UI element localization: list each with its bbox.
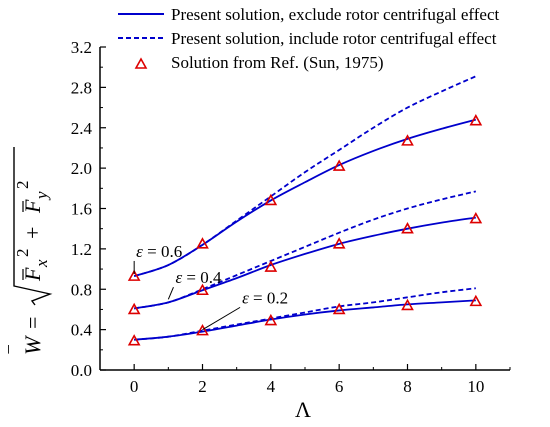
axes	[99, 47, 510, 371]
annotation-pointer	[167, 286, 174, 300]
data-point-eps_0.6	[469, 114, 483, 126]
legend-label-reference: Solution from Ref. (Sun, 1975)	[171, 53, 384, 72]
y-axis-title: W ‾ = F x 2 + F y 2	[6, 147, 53, 355]
data-point-eps_0.4	[469, 211, 483, 224]
y-tick-label: 0.8	[71, 280, 92, 299]
data-point-eps_0.2	[469, 294, 483, 307]
y-tick-label: 1.6	[71, 200, 92, 219]
y-axis-fx-exp: 2	[13, 249, 32, 258]
y-tick-label: 2.0	[71, 159, 92, 178]
y-tick-label: 2.4	[71, 119, 93, 138]
series-line-eps_0.6-dashed	[133, 75, 477, 277]
y-axis-fy-sub: y	[32, 191, 51, 201]
y-axis-fx-sub: x	[32, 259, 51, 268]
data-point-eps_0.2	[264, 313, 278, 326]
x-tick-label: 8	[403, 377, 412, 396]
y-tick-label: 0.0	[71, 361, 92, 380]
y-axis-w-symbol: W	[20, 335, 45, 355]
data-point-eps_0.2	[196, 323, 209, 336]
x-tick-label: 10	[467, 377, 484, 396]
y-axis-fy: F	[20, 199, 45, 214]
x-tick-label: 2	[198, 377, 207, 396]
y-axis-w-bar: ‾	[6, 345, 31, 354]
y-axis-fx: F	[20, 267, 45, 282]
x-tick-label: 4	[267, 377, 276, 396]
data-point-eps_0.2	[127, 334, 141, 346]
y-axis-fy-exp: 2	[13, 181, 32, 190]
annotations: ε = 0.6 ε = 0.4 ε = 0.2	[133, 242, 288, 331]
series-line-eps_0.4-dashed	[134, 190, 477, 310]
series-line-eps_0.4-solid	[134, 216, 476, 310]
data-point-eps_0.2	[401, 298, 414, 311]
data-point-eps_0.6	[127, 269, 141, 281]
legend: Present solution, exclude rotor centrifu…	[118, 5, 500, 72]
ticks: 0 2 4 6 8 10 0.0 0.4 0.8 1.2 1.6 2.0 2.4 2.8 3.2	[71, 38, 511, 396]
x-axis-label: Λ	[295, 397, 311, 422]
y-tick-label: 3.2	[71, 38, 92, 57]
x-tick-label: 0	[130, 377, 139, 396]
annotation-label: ε = 0.2	[242, 288, 288, 307]
plot-markers	[127, 114, 483, 346]
data-point-eps_0.4	[127, 302, 141, 315]
series-line-eps_0.2-dashed	[134, 287, 476, 341]
annotation-label: ε = 0.6	[136, 242, 182, 261]
data-point-eps_0.4	[401, 222, 414, 234]
y-axis-sqrt-sign	[13, 147, 53, 306]
data-point-eps_0.4	[332, 237, 346, 249]
data-point-eps_0.6	[196, 237, 209, 249]
annotation-label: ε = 0.4	[175, 268, 222, 287]
legend-label-include: Present solution, include rotor centrifu…	[171, 29, 497, 48]
y-tick-label: 0.4	[71, 321, 93, 340]
plot-lines	[133, 75, 477, 341]
y-tick-label: 2.8	[71, 78, 92, 97]
y-axis-equals: =	[20, 317, 45, 329]
x-tick-label: 6	[335, 377, 344, 396]
series-line-eps_0.6-solid	[133, 118, 477, 277]
data-point-eps_0.6	[401, 134, 414, 146]
annotation-pointer	[202, 306, 241, 331]
legend-label-exclude: Present solution, exclude rotor centrifu…	[171, 5, 500, 24]
legend-triangle-marker	[134, 57, 148, 69]
data-point-eps_0.6	[332, 159, 346, 171]
data-point-eps_0.4	[264, 260, 278, 272]
data-point-eps_0.2	[332, 302, 346, 315]
y-axis-plus: +	[20, 227, 45, 239]
y-tick-label: 1.2	[71, 240, 92, 259]
data-point-eps_0.4	[196, 283, 209, 296]
x-axis-title: Λ	[295, 397, 311, 422]
data-point-eps_0.6	[264, 193, 278, 206]
